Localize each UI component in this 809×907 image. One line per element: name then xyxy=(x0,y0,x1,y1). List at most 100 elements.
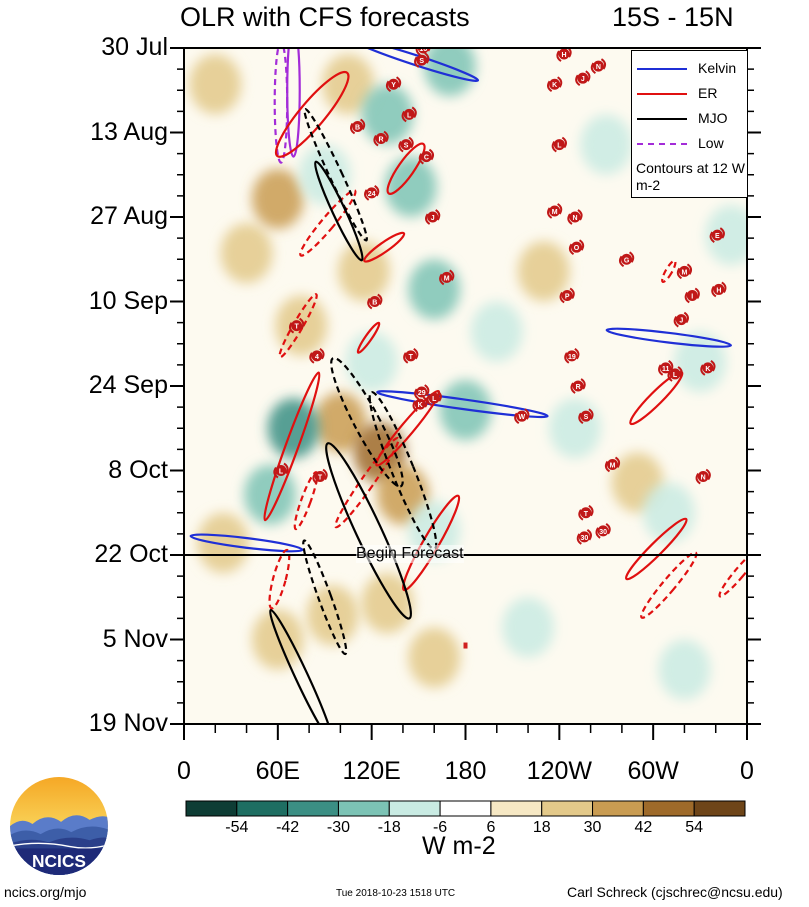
storm-label: G xyxy=(624,257,630,264)
y-tick-label: 13 Aug xyxy=(90,117,168,146)
storm-label: T xyxy=(584,511,589,518)
colorbar-tick-label: -30 xyxy=(326,819,351,836)
logo-text: NCICS xyxy=(32,851,86,871)
storm-eye xyxy=(291,320,303,332)
storm-eye xyxy=(553,139,565,151)
storm-label: R xyxy=(379,137,384,144)
legend-label-er: ER xyxy=(698,85,718,101)
storm-marker: S xyxy=(578,408,594,425)
mjo-contour xyxy=(368,390,438,551)
storm-eye xyxy=(678,265,690,277)
anomaly-patch xyxy=(220,223,273,284)
storm-marker: N xyxy=(695,468,711,485)
x-tick-label: 60W xyxy=(627,757,679,785)
storm-swirl xyxy=(401,106,417,123)
storm-marker: C xyxy=(418,148,434,165)
storm-eye xyxy=(375,133,387,145)
storm-marker: E xyxy=(709,227,725,243)
storm-label: 19 xyxy=(568,354,576,361)
storm-eye xyxy=(416,54,428,66)
legend-item-low: Low xyxy=(632,134,747,154)
legend: Kelvin ER MJO Low Contours at 12 W m-2 xyxy=(631,50,748,198)
storm-swirl xyxy=(556,48,572,62)
storm-marker: G xyxy=(618,251,635,268)
storm-label: N xyxy=(572,215,577,222)
legend-item-kelvin: Kelvin xyxy=(632,59,747,79)
mjo-contour xyxy=(314,160,364,262)
axis-ticks xyxy=(170,47,761,740)
storm-marker: K xyxy=(547,76,563,93)
storm-eye xyxy=(578,531,590,543)
chart-region-label: 15S - 15N xyxy=(612,2,734,32)
storm-label: P xyxy=(565,293,570,300)
legend-item-er: ER xyxy=(632,84,747,104)
storm-swirl xyxy=(415,48,431,56)
storm-swirl xyxy=(695,468,711,485)
legend-item-mjo: MJO xyxy=(632,109,747,129)
storm-label: O xyxy=(574,245,580,252)
storm-marker: 24 xyxy=(364,185,380,201)
storm-marker: B xyxy=(367,293,383,310)
storm-label: 11 xyxy=(662,366,670,373)
colorbar-unit: W m-2 xyxy=(422,832,496,860)
storm-swirl xyxy=(385,76,402,93)
storm-marker: 30 xyxy=(595,523,611,539)
storm-swirl xyxy=(425,209,441,225)
storm-swirl xyxy=(309,347,325,364)
colorbar-tick-label: -18 xyxy=(377,819,401,836)
storm-eye xyxy=(675,314,687,326)
chart-title: OLR with CFS forecasts xyxy=(180,2,470,32)
storm-marker: M xyxy=(676,263,693,280)
storm-label: 24 xyxy=(368,191,376,198)
storm-swirl xyxy=(547,203,563,219)
footer-site-link[interactable]: ncics.org/mjo xyxy=(4,884,87,900)
storm-eye xyxy=(686,289,698,301)
storm-swirl xyxy=(684,287,700,304)
x-tick-label: 60E xyxy=(255,757,301,785)
y-tick-label: 10 Sep xyxy=(88,286,168,315)
anomaly-patch xyxy=(408,259,461,320)
kelvin-contour xyxy=(351,48,480,82)
storm-eye xyxy=(669,368,681,380)
er-contour xyxy=(640,551,698,619)
storm-label: 30 xyxy=(580,535,588,542)
x-tick-label: 120E xyxy=(342,757,401,785)
storm-eye xyxy=(311,350,323,362)
storm-eye xyxy=(417,48,429,54)
anomaly-patch xyxy=(189,54,242,115)
er-contour xyxy=(363,231,406,263)
mjo-contour xyxy=(303,107,368,242)
storm-label: 4 xyxy=(315,354,319,361)
storm-label: S xyxy=(584,414,589,421)
storm-swirl xyxy=(551,136,567,153)
colorbar-tick-label: -6 xyxy=(432,819,448,836)
storm-swirl xyxy=(709,227,725,243)
anomaly-patch xyxy=(267,398,320,459)
storm-eye xyxy=(711,229,723,241)
storm-label: W xyxy=(518,414,525,421)
storm-label: T xyxy=(409,354,414,361)
storm-eye xyxy=(549,78,561,90)
storm-eye xyxy=(427,211,439,223)
storm-label: I xyxy=(691,293,693,300)
anomaly-patch xyxy=(408,627,461,688)
storm-marker: J xyxy=(425,209,441,225)
anomaly-patch xyxy=(642,482,695,543)
storm-label: J xyxy=(581,76,585,83)
er-contour xyxy=(386,142,426,195)
storm-marker: T xyxy=(312,468,328,485)
storm-marker: N xyxy=(590,58,607,74)
storm-swirl xyxy=(418,148,434,165)
er-contour xyxy=(718,548,747,598)
storm-marker: L xyxy=(426,390,442,406)
storm-swirl xyxy=(559,287,575,304)
storm-marker: L xyxy=(273,462,289,479)
storm-marker: I xyxy=(684,287,700,304)
storm-marker: L xyxy=(401,106,417,123)
storm-eye xyxy=(516,410,528,422)
storm-marker: H xyxy=(711,281,727,298)
colorbar-tick-label: -42 xyxy=(276,819,300,836)
storm-swirl xyxy=(673,311,689,328)
storm-swirl xyxy=(273,462,289,479)
storm-marker: 19 xyxy=(564,347,580,364)
